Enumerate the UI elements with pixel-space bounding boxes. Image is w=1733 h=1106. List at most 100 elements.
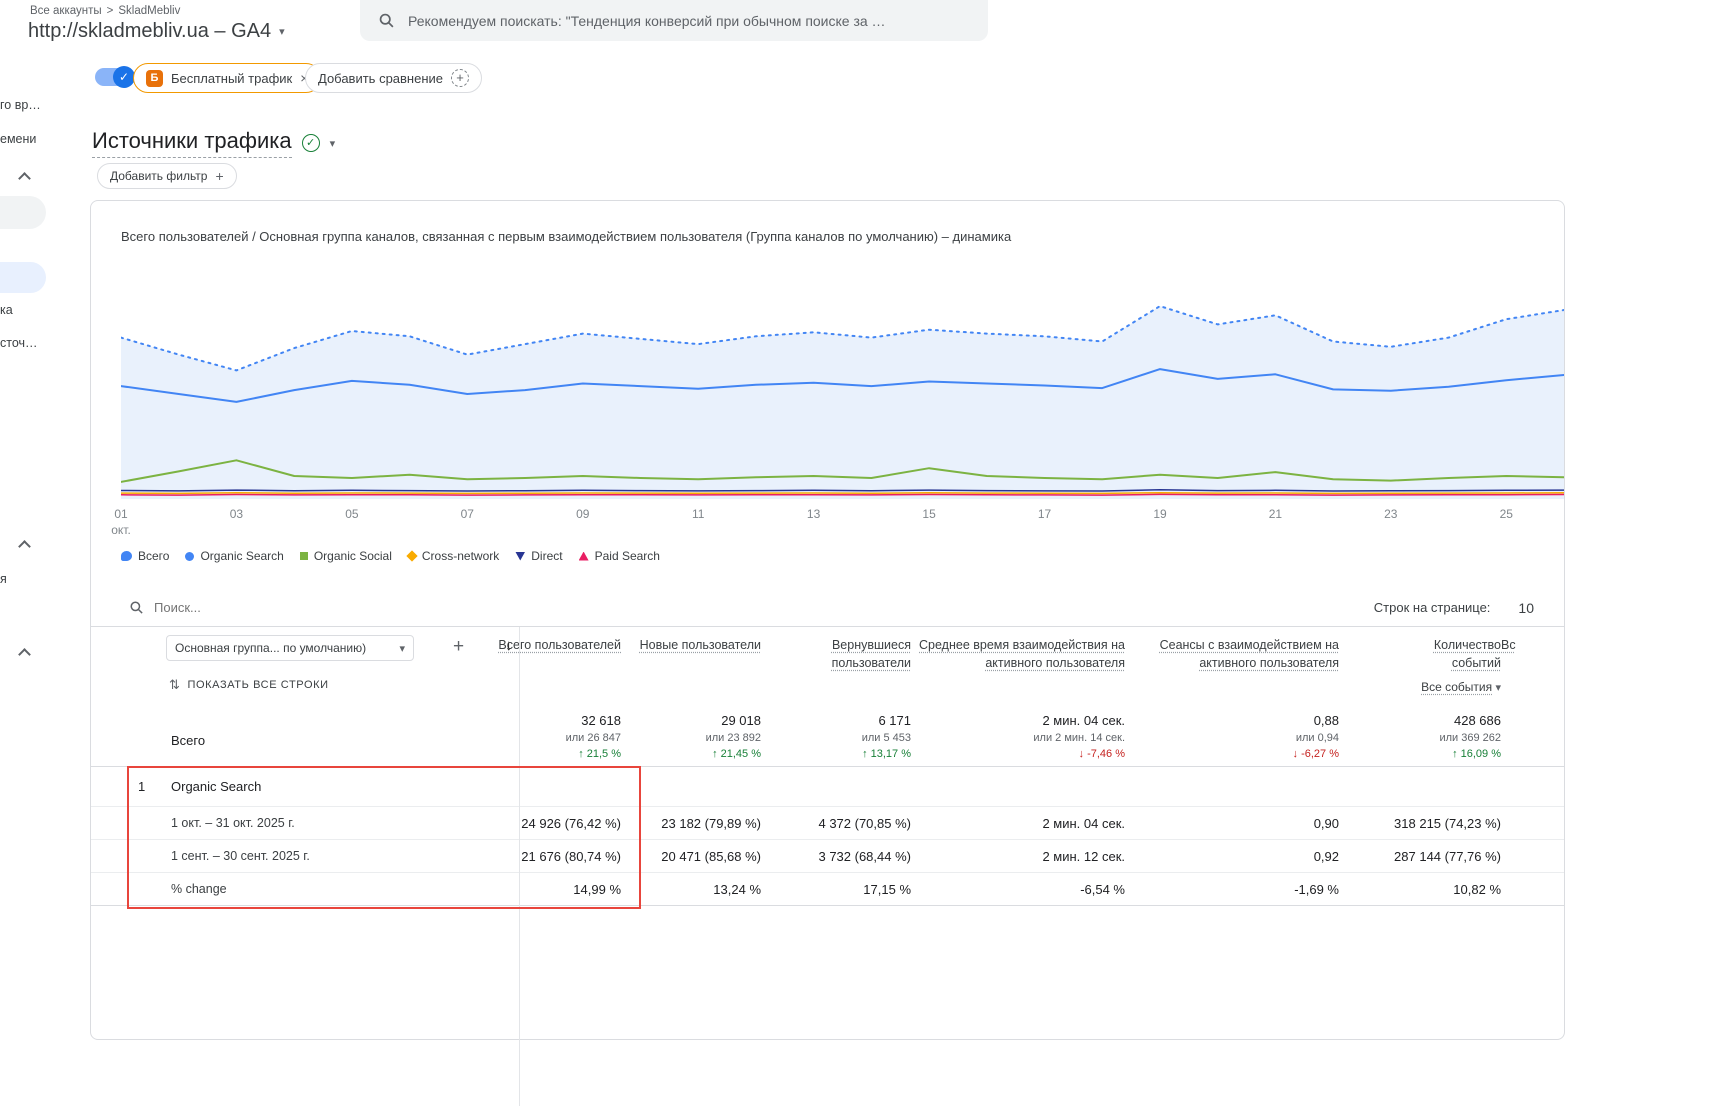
show-all-rows-label: ПОКАЗАТЬ ВСЕ СТРОКИ <box>187 679 329 691</box>
segment-chip-free-traffic[interactable]: Б Бесплатный трафик × <box>133 63 322 93</box>
sidebar-item[interactable]: я <box>0 572 7 586</box>
event-select[interactable]: Все события ▾ <box>1421 680 1501 694</box>
sidebar-item[interactable]: ка <box>0 303 13 317</box>
add-filter-button[interactable]: Добавить фильтр + <box>97 163 237 189</box>
chevron-down-icon: ▾ <box>279 26 285 38</box>
legend-item-cross-network: Cross-network <box>406 549 500 563</box>
breadcrumb-all-accounts[interactable]: Все аккаунты <box>30 5 102 17</box>
legend-item-direct: Direct <box>515 549 563 563</box>
x-axis-tick: 11 <box>691 507 705 521</box>
column-header-event-count[interactable]: Количество событий Все события ▾ <box>1339 635 1501 696</box>
add-dimension-button[interactable]: + <box>453 636 465 657</box>
square-marker-icon <box>299 552 308 560</box>
close-icon[interactable]: × <box>300 70 308 86</box>
tri-up-marker-icon <box>578 551 589 561</box>
add-comparison-button[interactable]: Добавить сравнение + <box>305 63 483 93</box>
x-axis-tick: 09 <box>576 507 590 521</box>
cell: -1,69 % <box>1294 881 1339 897</box>
x-axis-tick: 17 <box>1037 507 1052 521</box>
column-header-returning-users[interactable]: Вернувшиеся пользователи <box>831 638 911 670</box>
cell: 13,24 % <box>713 881 761 897</box>
trend-chart[interactable] <box>121 289 1564 499</box>
search-icon <box>379 13 394 28</box>
tri-down-marker-icon <box>515 551 526 561</box>
totals-cell: 6 171 или 5 453 ↑ 13,17 % <box>861 713 911 760</box>
comparison-toggle[interactable]: ✓ <box>95 66 135 88</box>
table-period-row: 1 сент. – 30 сент. 2025 г. 21 676 (80,74… <box>91 840 1564 873</box>
totals-label: Всего <box>171 733 206 748</box>
x-axis-tick: 01 окт. <box>111 507 131 537</box>
period-label: 1 сент. – 30 сент. 2025 г. <box>171 849 310 863</box>
report-card: Всего пользователей / Основная группа ка… <box>90 200 1565 1106</box>
table-header-row: Основная группа... по умолчанию) ▾ + ⇅ П… <box>91 627 1564 703</box>
column-header-engaged-sessions[interactable]: Сеансы с взаимодействием на активного по… <box>1159 638 1339 670</box>
property-title: http://skladmebliv.ua – GA4 <box>28 20 272 42</box>
global-search-input[interactable] <box>408 12 970 29</box>
checkmark-icon: ✓ <box>301 134 320 152</box>
totals-cell: 0,88 или 0,94 ↓ -6,27 % <box>1292 713 1339 760</box>
column-header-avg-engagement-time[interactable]: Среднее время взаимодействия на активног… <box>919 638 1125 670</box>
legend-label: Organic Search <box>200 549 284 563</box>
cell: 20 471 (85,68 %) <box>661 848 761 864</box>
breadcrumb-separator: > <box>106 5 114 17</box>
chevron-up-icon[interactable] <box>18 172 31 185</box>
show-all-rows-button[interactable]: ⇅ ПОКАЗАТЬ ВСЕ СТРОКИ <box>169 677 329 693</box>
cell: 23 182 (79,89 %) <box>661 815 761 831</box>
table-search-row: Строк на странице: 10 <box>91 589 1564 627</box>
sort-descending-icon[interactable]: ↓ <box>505 637 513 654</box>
cell: 0,92 <box>1313 848 1339 864</box>
breadcrumb-account[interactable]: SkladMebliv <box>118 5 181 17</box>
rows-per-page-select[interactable]: 10 <box>1518 599 1534 616</box>
column-header-new-users[interactable]: Новые пользователи <box>639 638 761 652</box>
global-search[interactable] <box>360 0 988 41</box>
rows-per-page: Строк на странице: 10 <box>1374 600 1534 616</box>
legend-item-organic-search: Organic Search <box>185 549 284 563</box>
x-axis-tick: 05 <box>345 507 359 521</box>
cell: 2 мин. 12 сек. <box>1042 848 1125 864</box>
x-axis-tick: 15 <box>922 507 936 521</box>
x-axis-tick: 07 <box>460 507 474 521</box>
legend-label: Всего <box>138 549 170 563</box>
cell: 3 732 (68,44 %) <box>818 848 911 864</box>
sidebar-item[interactable]: сточ… <box>0 336 38 350</box>
totals-cell: 29 018 или 23 892 ↑ 21,45 % <box>705 713 761 760</box>
x-axis: 01 окт. 03 05 07 09 11 13 15 17 19 21 23 25 <box>111 507 1564 541</box>
legend-label: Paid Search <box>594 549 660 563</box>
x-axis-tick: 13 <box>806 507 821 521</box>
period-label: 1 окт. – 31 окт. 2025 г. <box>171 816 295 830</box>
cell: 287 144 (77,76 %) <box>1394 848 1501 864</box>
legend-label: Cross-network <box>421 549 500 563</box>
column-header-cut: Вс <box>1501 638 1516 652</box>
table-search-input[interactable] <box>154 600 454 615</box>
sidebar-item[interactable]: емени <box>0 132 37 146</box>
series-line-cross-network <box>121 491 1564 495</box>
legend-item-paid-search: Paid Search <box>578 549 660 563</box>
sidebar-item[interactable]: го вр… <box>0 98 41 112</box>
cell: 10,82 % <box>1453 881 1501 897</box>
search-icon <box>130 601 143 614</box>
chevron-down-icon: ▾ <box>1495 682 1501 694</box>
add-comparison-label: Добавить сравнение <box>318 70 444 86</box>
column-header-total-users[interactable]: ↓ Всего пользователей <box>498 637 621 654</box>
legend-label: Direct <box>531 549 563 563</box>
table-column-divider <box>519 627 520 1106</box>
add-filter-label: Добавить фильтр <box>110 169 208 183</box>
table-row[interactable]: 1 Organic Search <box>91 767 1564 807</box>
cell: 21 676 (80,74 %) <box>521 848 621 864</box>
row-dimension-value[interactable]: Organic Search <box>171 779 262 794</box>
chevron-up-icon[interactable] <box>18 540 31 553</box>
total-area-fill <box>121 306 1564 499</box>
page-title[interactable]: Источники трафика <box>92 128 292 158</box>
dimension-select[interactable]: Основная группа... по умолчанию) ▾ <box>166 635 414 661</box>
chevron-down-icon[interactable]: ▾ <box>329 137 336 150</box>
x-axis-tick: 23 <box>1384 507 1398 521</box>
sidebar-selected-pill[interactable] <box>0 196 46 229</box>
legend-item-organic-social: Organic Social <box>299 549 392 563</box>
series-line-organic-social <box>121 459 1564 483</box>
property-switcher[interactable]: http://skladmebliv.ua – GA4 ▾ <box>28 20 285 43</box>
sidebar-active-pill[interactable] <box>0 262 46 293</box>
chevron-up-icon[interactable] <box>18 648 31 661</box>
breadcrumb: Все аккаунты > SkladMebliv <box>30 5 180 17</box>
chart-legend: Всего Organic Search Organic Social Cross-n… <box>121 549 660 563</box>
dimension-select-value: Основная группа... по умолчанию) <box>175 641 367 655</box>
